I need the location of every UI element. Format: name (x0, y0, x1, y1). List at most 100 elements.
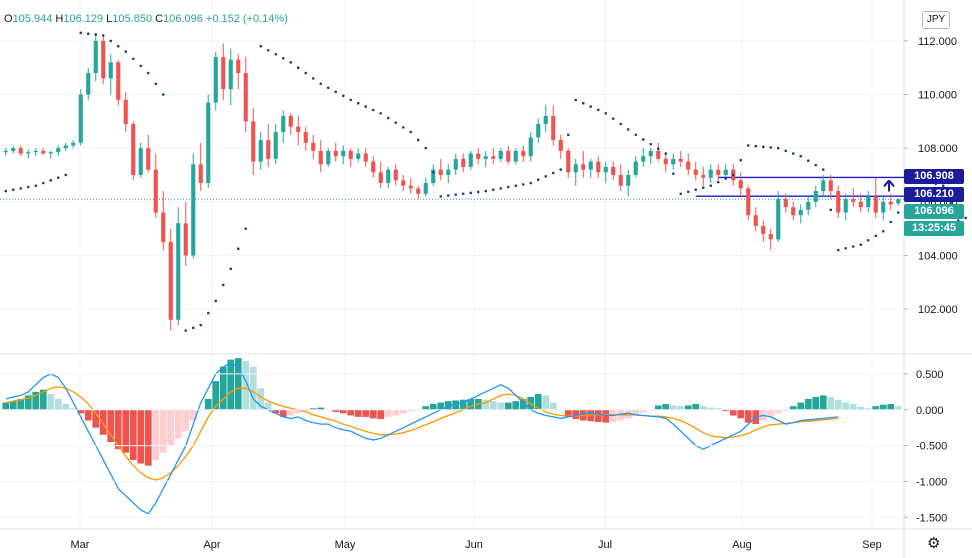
price-tick-label: 112.000 (918, 36, 957, 48)
sar-dot (221, 283, 225, 287)
sar-dot (754, 144, 758, 148)
macd-histogram-bar (879, 404, 887, 410)
sar-dot (544, 175, 548, 178)
arrow-up-icon (883, 179, 895, 192)
sar-dot (581, 101, 585, 105)
macd-histogram-bar (167, 409, 175, 446)
candle-body (63, 145, 68, 149)
macd-histogram-bar (429, 404, 437, 410)
candle-body (483, 156, 488, 159)
sar-dot (716, 180, 720, 184)
macd-histogram-bar (279, 409, 287, 417)
macd-histogram-bar (564, 409, 572, 417)
sar-dot (184, 329, 188, 332)
macd-histogram-bar (32, 391, 40, 410)
sar-dot (446, 194, 450, 197)
macd-histogram-bar (77, 409, 85, 414)
sar-dot (806, 159, 810, 162)
sar-dot (491, 188, 495, 192)
sar-dot (896, 211, 900, 214)
currency-button[interactable]: JPY (922, 11, 950, 29)
candle-body (641, 156, 646, 162)
gear-icon[interactable]: ⚙ (927, 535, 941, 552)
candle-body (228, 59, 233, 90)
candle-body (476, 153, 481, 159)
candle-body (41, 150, 46, 154)
candle-body (348, 150, 353, 159)
candle-body (386, 169, 391, 184)
macd-histogram-bar (722, 409, 730, 412)
candle-body (303, 132, 308, 143)
candle-body (71, 142, 76, 146)
macd-histogram-bar (587, 409, 595, 422)
sar-dot (101, 34, 105, 37)
macd-histogram-bar (482, 399, 490, 410)
macd-histogram-bar (242, 361, 250, 410)
candle-body (416, 188, 421, 194)
macd-histogram-bar (182, 409, 190, 432)
candle-body (536, 124, 541, 138)
sar-dot (296, 66, 300, 69)
candle-body (318, 150, 323, 165)
candle-body (48, 152, 53, 154)
macd-histogram-bar (677, 406, 685, 410)
sar-dot (379, 111, 383, 115)
sar-dot (4, 189, 8, 193)
open-value: 105.944 (12, 13, 53, 25)
macd-histogram-bar (512, 401, 520, 410)
sar-dot (701, 186, 705, 190)
macd-histogram-bar (317, 407, 325, 410)
sar-dot (664, 152, 668, 155)
sar-dot (311, 77, 315, 80)
sar-dot (484, 189, 488, 193)
macd-histogram-bar (257, 388, 265, 410)
candle-body (543, 115, 548, 125)
candle-body (101, 40, 106, 79)
candle-body (528, 137, 533, 157)
sar-dot (551, 171, 555, 175)
lower-line-badge: 106.210 (904, 187, 964, 202)
macd-histogram-bar (354, 409, 362, 417)
candle-body (168, 242, 173, 320)
sar-dot (506, 185, 510, 189)
sar-dot (131, 57, 135, 61)
candle-body (558, 140, 563, 151)
macd-histogram-bar (144, 409, 152, 466)
sar-dot (79, 31, 83, 35)
sar-dot (626, 128, 630, 131)
macd-histogram-bar (812, 396, 820, 410)
sar-dot (326, 86, 330, 90)
sar-dot (679, 192, 683, 196)
macd-histogram-bar (9, 401, 17, 410)
candle-body (843, 199, 848, 213)
macd-histogram-bar (129, 409, 137, 460)
candle-body (806, 201, 811, 210)
macd-histogram-bar (362, 409, 370, 417)
price-tick-label: 108.000 (918, 143, 958, 155)
sar-dot (769, 146, 773, 149)
macd-histogram-bar (654, 405, 662, 410)
sar-dot (214, 299, 218, 303)
macd-histogram-bar (804, 399, 812, 410)
price-tick-label: 102.000 (918, 304, 958, 316)
sar-dot (604, 111, 608, 115)
candle-body (236, 59, 241, 74)
candle-body (26, 152, 31, 154)
macd-histogram-bar (227, 359, 235, 410)
macd-histogram-bar (819, 395, 827, 410)
candle-body (896, 199, 901, 204)
ohlc-legend: O105.944 H106.129 L105.850 C106.096 +0.1… (4, 13, 288, 25)
sar-dot (619, 122, 623, 126)
candle-body (656, 150, 661, 159)
macd-histogram-bar (287, 409, 295, 416)
macd-histogram-bar (737, 409, 745, 419)
macd-histogram-bar (707, 407, 715, 410)
time-axis-label: Jun (465, 539, 483, 551)
candle-body (596, 161, 601, 173)
macd-histogram-bar (594, 409, 602, 422)
macd-histogram-bar (624, 409, 632, 419)
macd-histogram-bar (249, 366, 257, 410)
macd-histogram-bar (189, 409, 197, 421)
candle-body (326, 150, 331, 165)
